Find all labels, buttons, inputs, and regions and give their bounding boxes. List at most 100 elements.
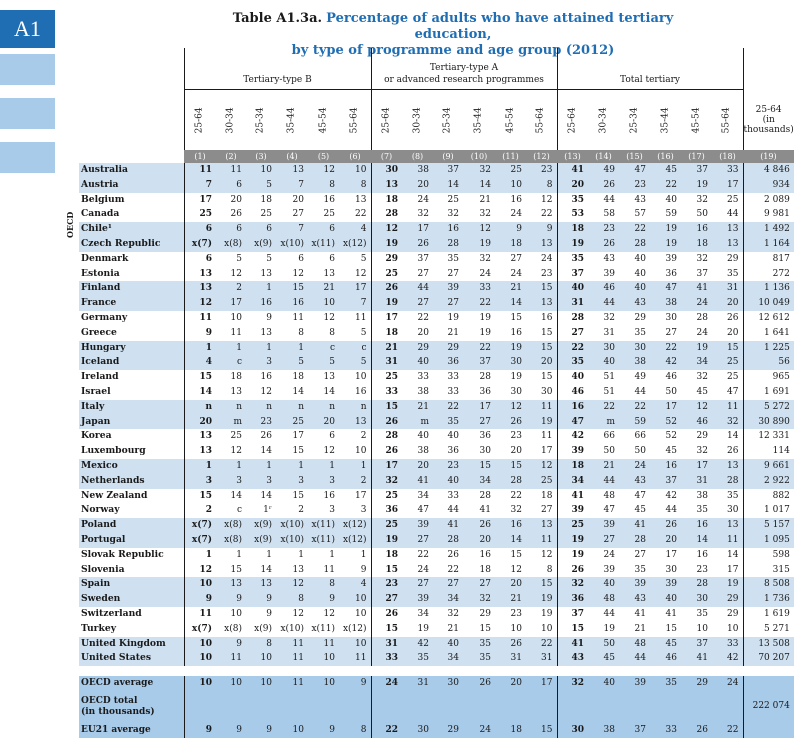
summary-cell: 9 bbox=[246, 722, 276, 738]
data-cell: 15 bbox=[556, 621, 588, 637]
data-cell: 39 bbox=[556, 503, 588, 519]
data-cell: 17 bbox=[370, 458, 402, 474]
data-cell: 18 bbox=[260, 194, 272, 205]
data-cell: 15 bbox=[495, 458, 526, 474]
data-cell: 19 bbox=[681, 340, 712, 356]
data-cell: 17 bbox=[402, 222, 433, 237]
data-cell: 26 bbox=[588, 236, 619, 252]
data-cell: 35 bbox=[556, 251, 588, 267]
data-cell: 20 bbox=[526, 355, 557, 371]
summary-cell: 8 bbox=[339, 722, 371, 738]
data-cell: 45 bbox=[650, 163, 681, 178]
table-row: France 12 17 16 16 10 7 19 27 27 22 14 13 31 44 43 38 24 2… bbox=[63, 296, 794, 311]
data-cell: 1 641 bbox=[742, 325, 794, 341]
data-cell: 4 846 bbox=[742, 163, 794, 178]
data-cell: 26 bbox=[230, 209, 242, 220]
data-cell: 20 bbox=[308, 414, 339, 430]
data-cell: 1 bbox=[266, 549, 272, 560]
country-name: Chile¹ bbox=[79, 222, 184, 237]
data-cell: 25 bbox=[447, 194, 459, 205]
data-cell: 26 bbox=[260, 431, 272, 442]
age-header: 25-34 bbox=[619, 90, 650, 151]
summary-cell: 222 074 bbox=[742, 690, 794, 723]
data-cell: 25 bbox=[526, 473, 557, 489]
country-name: Korea bbox=[81, 430, 112, 442]
data-cell: 38 bbox=[417, 446, 429, 457]
data-cell: 3 bbox=[183, 473, 216, 489]
chapter-tab-blank[interactable] bbox=[0, 54, 55, 85]
data-cell: 5 272 bbox=[742, 399, 794, 415]
data-cell: 12 331 bbox=[742, 429, 794, 445]
column-number: (13) bbox=[557, 150, 588, 163]
data-cell: 30 bbox=[665, 312, 677, 323]
country-name: Luxembourg bbox=[81, 445, 146, 457]
data-cell: 24 bbox=[681, 296, 712, 311]
data-cell: 32 bbox=[463, 163, 495, 178]
data-cell: 32 bbox=[447, 209, 459, 220]
header-line: (in bbox=[762, 114, 775, 125]
data-cell: 3 bbox=[246, 473, 276, 489]
data-cell: 12 bbox=[681, 399, 712, 415]
data-cell: 30 bbox=[727, 505, 739, 516]
data-cell: 22 bbox=[619, 222, 650, 237]
data-cell: 22 bbox=[619, 399, 650, 415]
data-cell: 14 bbox=[495, 296, 526, 311]
column-number: (1) bbox=[184, 150, 216, 163]
data-cell: 965 bbox=[742, 370, 794, 385]
summary-cell: 22 bbox=[712, 722, 743, 738]
summary-cell: 22 bbox=[370, 722, 402, 738]
data-cell: 17 bbox=[183, 192, 216, 208]
data-cell: 40 bbox=[665, 194, 677, 205]
data-cell: 1 bbox=[236, 549, 242, 560]
data-cell: 39 bbox=[402, 592, 433, 607]
data-cell: x(12) bbox=[339, 518, 371, 533]
data-cell: 23 bbox=[246, 414, 276, 430]
data-cell: 22 bbox=[355, 209, 367, 220]
data-cell: 18 bbox=[556, 458, 588, 474]
data-cell: 15 bbox=[370, 621, 402, 637]
data-cell: 48 bbox=[588, 592, 619, 607]
data-cell: 34 bbox=[681, 355, 712, 371]
data-cell: 44 bbox=[603, 194, 615, 205]
data-cell: 1 bbox=[308, 458, 339, 474]
country-name: Finland bbox=[79, 281, 184, 297]
country-name: Australia bbox=[79, 163, 184, 178]
data-cell: 28 bbox=[619, 236, 650, 252]
data-cell: 31 bbox=[556, 296, 588, 311]
summary-row: OECD average 10 10 10 11 10 9 24 31 30 26 20 17 32 40 3… bbox=[63, 676, 794, 691]
data-cell: 11 bbox=[712, 399, 743, 415]
column-number: (10) bbox=[463, 150, 495, 163]
data-cell: 34 bbox=[433, 651, 463, 667]
data-cell: 28 bbox=[696, 312, 708, 323]
summary-cell bbox=[712, 690, 743, 723]
data-cell: 52 bbox=[650, 414, 681, 430]
data-cell: 11 bbox=[355, 312, 367, 323]
chapter-tab-blank[interactable] bbox=[0, 142, 55, 173]
data-cell: 31 bbox=[681, 473, 712, 489]
data-cell: 44 bbox=[634, 386, 646, 397]
data-cell: 19 bbox=[479, 327, 491, 338]
data-cell: 24 bbox=[541, 253, 553, 264]
data-cell: 9 bbox=[266, 312, 272, 323]
column-number: (6) bbox=[339, 150, 371, 163]
data-cell: 5 bbox=[308, 355, 339, 371]
data-cell: 10 bbox=[727, 623, 739, 634]
data-cell: 10 bbox=[339, 163, 371, 178]
chapter-tab-a1[interactable]: A1 bbox=[0, 10, 55, 48]
data-cell: x(7) bbox=[183, 621, 216, 637]
chapter-tab-blank[interactable] bbox=[0, 98, 55, 129]
summary-cell: 9 bbox=[308, 722, 339, 738]
data-cell: 43 bbox=[619, 296, 650, 311]
table-row: New Zealand 15 14 14 15 16 17 25 34 33 28 22 18 41 48 4… bbox=[63, 488, 794, 504]
data-cell: x(12) bbox=[342, 623, 367, 634]
data-cell: m bbox=[588, 414, 619, 430]
data-cell: x(8) bbox=[216, 236, 246, 252]
data-cell: 22 bbox=[447, 564, 459, 575]
data-cell: 11 bbox=[216, 163, 246, 178]
data-cell: 1ʳ bbox=[263, 505, 272, 516]
country-name: Italy bbox=[79, 399, 184, 415]
data-cell: 1 bbox=[183, 340, 216, 356]
data-cell: 40 bbox=[402, 355, 433, 371]
data-cell: 29 bbox=[696, 431, 708, 442]
data-cell: 15 bbox=[479, 623, 491, 634]
